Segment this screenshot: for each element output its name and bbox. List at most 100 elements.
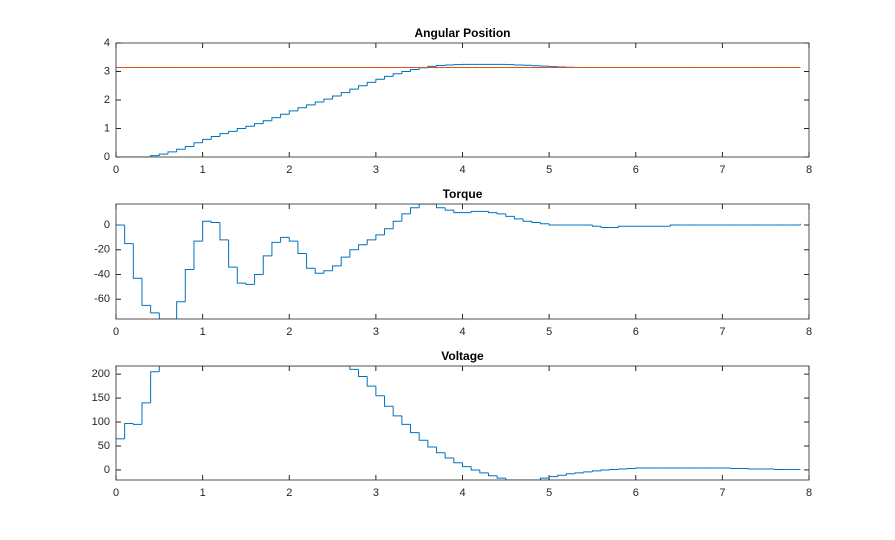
step	[410, 69, 420, 72]
step	[132, 243, 142, 279]
step	[669, 224, 680, 227]
step	[297, 107, 307, 111]
step	[392, 73, 402, 77]
step	[358, 369, 368, 378]
step	[479, 469, 489, 474]
data-layer	[116, 63, 801, 157]
step	[132, 423, 142, 425]
x-tick-label: 5	[546, 326, 552, 338]
step	[470, 466, 480, 471]
axes-box	[115, 365, 810, 481]
step	[306, 104, 316, 108]
step	[219, 133, 229, 137]
step	[453, 457, 463, 464]
step	[358, 244, 368, 250]
step	[254, 273, 264, 285]
step	[539, 222, 550, 225]
x-tick-label: 1	[200, 164, 206, 176]
y-tick-label: 150	[92, 392, 110, 404]
step	[375, 386, 385, 397]
step	[124, 225, 134, 245]
step	[262, 255, 272, 275]
step	[375, 78, 385, 83]
subplot-title: Voltage	[441, 349, 484, 363]
step	[366, 81, 376, 86]
step	[176, 148, 186, 152]
step	[314, 101, 324, 105]
y-tick-label: 2	[104, 94, 110, 106]
step	[288, 110, 298, 115]
subplot-title: Angular Position	[415, 26, 511, 40]
step	[436, 204, 446, 209]
step	[583, 471, 593, 473]
step	[323, 270, 333, 274]
step	[565, 473, 576, 476]
x-tick-label: 4	[459, 326, 465, 338]
step	[358, 85, 368, 90]
step	[150, 305, 160, 314]
step	[401, 71, 411, 74]
step	[384, 75, 394, 80]
step	[202, 220, 212, 242]
step	[124, 422, 134, 439]
step	[531, 221, 541, 224]
y-tick-label: 200	[92, 368, 110, 380]
step	[210, 135, 220, 140]
step	[436, 446, 446, 454]
step	[184, 145, 194, 150]
step	[505, 478, 515, 480]
x-tick-label: 8	[806, 487, 812, 499]
x-tick-label: 5	[546, 487, 552, 499]
y-tick-label: 0	[104, 464, 110, 476]
subplot: Torque 0 1 2 3 4 5 6 7 8 -60 -40 -20 0	[94, 187, 812, 338]
step	[306, 253, 316, 269]
y-tick-label: -20	[94, 244, 110, 256]
step	[340, 92, 350, 97]
step	[219, 222, 229, 241]
y-tick-label: 1	[104, 122, 110, 134]
step	[210, 221, 220, 224]
x-tick-label: 2	[286, 326, 292, 338]
x-tick-label: 3	[373, 326, 379, 338]
step	[410, 207, 420, 214]
x-tick-label: 6	[633, 326, 639, 338]
y-tick-label: 4	[104, 37, 110, 49]
step	[254, 123, 264, 127]
step	[236, 267, 246, 284]
step	[427, 440, 437, 448]
x-tick-label: 6	[633, 487, 639, 499]
step	[184, 269, 194, 302]
axes-box	[115, 42, 810, 158]
x-tick-label: 1	[200, 326, 206, 338]
step	[496, 212, 506, 215]
step	[167, 151, 177, 155]
step	[548, 223, 558, 226]
step	[418, 432, 428, 441]
x-tick-label: 7	[719, 164, 725, 176]
step	[392, 220, 402, 229]
y-tick-label: 50	[98, 440, 110, 452]
x-tick-label: 7	[719, 326, 725, 338]
x-tick-label: 3	[373, 487, 379, 499]
step	[366, 239, 376, 245]
step	[280, 236, 290, 243]
step	[141, 402, 151, 425]
step	[271, 117, 281, 121]
step	[496, 475, 506, 479]
x-tick-label: 7	[719, 487, 725, 499]
step	[401, 415, 411, 425]
x-tick-label: 2	[286, 487, 292, 499]
step	[280, 113, 290, 118]
x-tick-label: 4	[459, 164, 465, 176]
step	[384, 395, 394, 407]
step	[158, 312, 168, 319]
step	[349, 88, 359, 93]
step	[470, 210, 480, 213]
step	[531, 65, 541, 67]
y-tick-label: -40	[94, 268, 110, 280]
step	[202, 138, 212, 143]
step	[245, 125, 255, 129]
step	[410, 424, 420, 434]
step	[444, 207, 454, 211]
